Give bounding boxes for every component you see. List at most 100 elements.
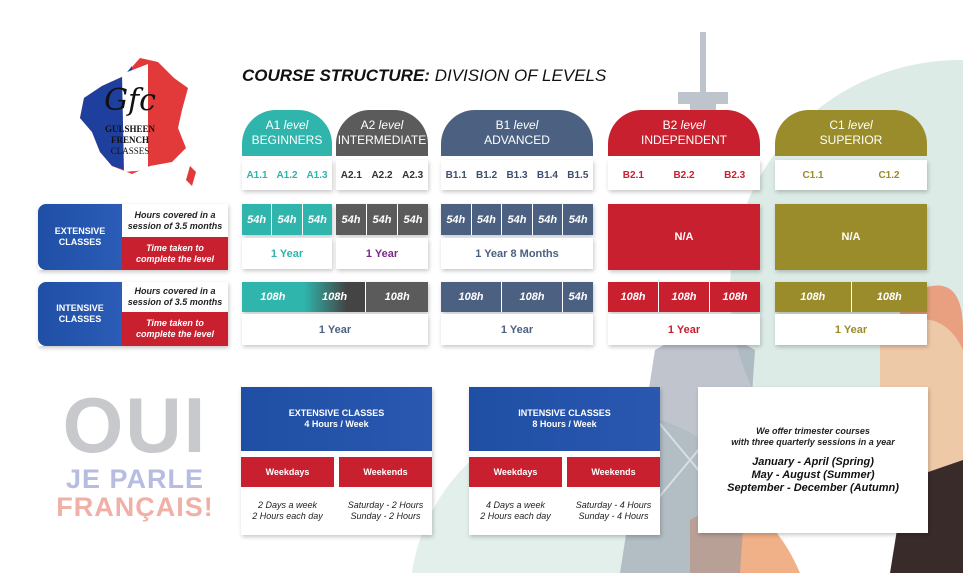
- intensive-time-a: 1 Year: [242, 314, 428, 345]
- schedule-extensive-title: EXTENSIVE CLASSES: [288, 408, 385, 418]
- schedule-extensive: EXTENSIVE CLASSES 4 Hours / Week Weekday…: [241, 387, 432, 535]
- sublevel-item: C1.2: [878, 169, 900, 181]
- sublevel-b2: B2.1 B2.2 B2.3: [608, 160, 760, 190]
- intensive-hours-label: Hours covered in a session of 3.5 months: [122, 282, 228, 312]
- title-bold: COURSE STRUCTURE:: [242, 66, 430, 85]
- b1-name: ADVANCED: [484, 133, 550, 147]
- france-map-icon: [80, 58, 196, 186]
- intensive-hours-b2: 108h 108h 108h: [608, 282, 760, 312]
- b1-level-word: level: [513, 118, 539, 132]
- sublevel-item: B1.2: [476, 169, 498, 181]
- level-a2-header: A2 level INTERMEDIATE: [336, 110, 428, 156]
- logo-line1: GULSHEEN: [104, 124, 155, 134]
- intensive-time-b2: 1 Year: [608, 314, 760, 345]
- detail-line: Saturday - 2 Hours: [347, 500, 424, 510]
- sublevel-a2: A2.1 A2.2 A2.3: [336, 160, 428, 190]
- detail-line: 2 Hours each day: [252, 511, 323, 521]
- hours-cell: 108h: [303, 282, 366, 312]
- hours-cell: 108h: [502, 282, 563, 312]
- sublevel-a1: A1.1 A1.2 A1.3: [242, 160, 332, 190]
- schedule-intensive-weekdays: Weekdays: [469, 457, 562, 487]
- hours-cell: 54h: [242, 204, 273, 235]
- title-rest: DIVISION OF LEVELS: [434, 66, 607, 85]
- extensive-hours-a2: 54h 54h 54h: [336, 204, 428, 235]
- b2-level-word: level: [680, 118, 706, 132]
- slogan: OUI JE PARLE FRANÇAIS!: [50, 385, 220, 521]
- schedule-extensive-weekend-detail: Saturday - 2 Hours Sunday - 2 Hours: [339, 491, 432, 531]
- extensive-hours-a1: 54h 54h 54h: [242, 204, 332, 235]
- sublevel-item: A2.1: [340, 169, 362, 181]
- sublevel-item: A1.2: [276, 169, 298, 181]
- trimester-info: We offer trimester courses with three qu…: [698, 387, 928, 533]
- detail-line: 2 Hours each day: [480, 511, 551, 521]
- intensive-hours-c1: 108h 108h: [775, 282, 927, 312]
- hours-cell: 54h: [336, 204, 367, 235]
- intensive-hours-b1: 108h 108h 54h: [441, 282, 593, 312]
- schedule-intensive-weekend-detail: Saturday - 4 Hours Sunday - 4 Hours: [567, 491, 660, 531]
- b1-code: B1: [495, 118, 511, 132]
- sublevel-item: A2.3: [402, 169, 424, 181]
- extensive-time-a2: 1 Year: [336, 238, 428, 269]
- schedule-intensive-weekday-detail: 4 Days a week 2 Hours each day: [469, 491, 562, 531]
- logo: Gfc GULSHEEN FRENCH CLASSES: [62, 48, 202, 188]
- hours-cell: 108h: [608, 282, 659, 312]
- schedule-intensive: INTENSIVE CLASSES 8 Hours / Week Weekday…: [469, 387, 660, 535]
- b2-name: INDEPENDENT: [640, 133, 727, 147]
- hours-cell: 54h: [502, 204, 533, 235]
- hours-cell: 108h: [722, 291, 748, 303]
- sublevel-c1: C1.1 C1.2: [775, 160, 927, 190]
- hours-cell: 108h: [775, 282, 852, 312]
- c1-code: C1: [829, 118, 845, 132]
- schedule-extensive-weekends: Weekends: [339, 457, 432, 487]
- hours-cell: 54h: [367, 204, 398, 235]
- hours-cell: 54h: [441, 204, 472, 235]
- intensive-time-b1: 1 Year: [441, 314, 593, 345]
- hours-cell: 108h: [365, 282, 429, 312]
- sublevel-item: B2.3: [724, 169, 746, 181]
- sublevel-item: B1.1: [445, 169, 467, 181]
- hours-cell: 54h: [533, 204, 564, 235]
- trimester-intro2: with three quarterly sessions in a year: [731, 436, 895, 447]
- sublevel-item: B1.4: [536, 169, 558, 181]
- extensive-time-label: Time taken to complete the level: [122, 237, 228, 270]
- schedule-extensive-weekdays: Weekdays: [241, 457, 334, 487]
- intensive-row-label: INTENSIVE CLASSES Hours covered in a ses…: [38, 282, 228, 346]
- sublevel-item: A2.2: [371, 169, 393, 181]
- a2-code: A2: [360, 118, 376, 132]
- trimester-summer: May - August (Summer): [751, 468, 875, 481]
- sublevel-item: B1.5: [567, 169, 589, 181]
- hours-cell: 54h: [472, 204, 503, 235]
- intensive-time-c1: 1 Year: [775, 314, 927, 345]
- c1-name: SUPERIOR: [819, 133, 883, 147]
- schedule-intensive-subtitle: 8 Hours / Week: [532, 419, 597, 429]
- extensive-hours-b1: 54h 54h 54h 54h 54h: [441, 204, 593, 235]
- schedule-intensive-title: INTENSIVE CLASSES: [518, 408, 611, 418]
- hours-cell: 108h: [242, 282, 304, 312]
- detail-line: Sunday - 2 Hours: [350, 511, 421, 521]
- schedule-intensive-header: INTENSIVE CLASSES 8 Hours / Week: [469, 387, 660, 451]
- level-b2-header: B2 level INDEPENDENT: [608, 110, 760, 156]
- hours-cell: 108h: [659, 282, 710, 312]
- hours-cell: 54h: [568, 291, 588, 303]
- hours-cell: 54h: [307, 213, 327, 226]
- logo-line3: CLASSES: [110, 146, 150, 156]
- extensive-time-b1: 1 Year 8 Months: [441, 238, 593, 269]
- extensive-row-label: EXTENSIVE CLASSES Hours covered in a ses…: [38, 204, 228, 270]
- sublevel-item: C1.1: [802, 169, 824, 181]
- trimester-autumn: September - December (Autumn): [727, 481, 899, 494]
- schedule-extensive-header: EXTENSIVE CLASSES 4 Hours / Week: [241, 387, 432, 451]
- a1-name: BEGINNERS: [251, 133, 323, 147]
- extensive-hours-label: Hours covered in a session of 3.5 months: [122, 204, 228, 237]
- detail-line: Sunday - 4 Hours: [578, 511, 649, 521]
- slogan-oui: OUI: [62, 381, 208, 469]
- sublevel-item: B2.1: [622, 169, 644, 181]
- extensive-classes-label: EXTENSIVE CLASSES: [38, 204, 122, 270]
- sublevel-item: B2.2: [673, 169, 695, 181]
- schedule-extensive-weekday-detail: 2 Days a week 2 Hours each day: [241, 491, 334, 531]
- detail-line: 4 Days a week: [485, 500, 546, 510]
- level-a1-header: A1 level BEGINNERS: [242, 110, 332, 156]
- hours-cell: 54h: [568, 213, 588, 226]
- level-c1-header: C1 level SUPERIOR: [775, 110, 927, 156]
- detail-line: Saturday - 4 Hours: [575, 500, 652, 510]
